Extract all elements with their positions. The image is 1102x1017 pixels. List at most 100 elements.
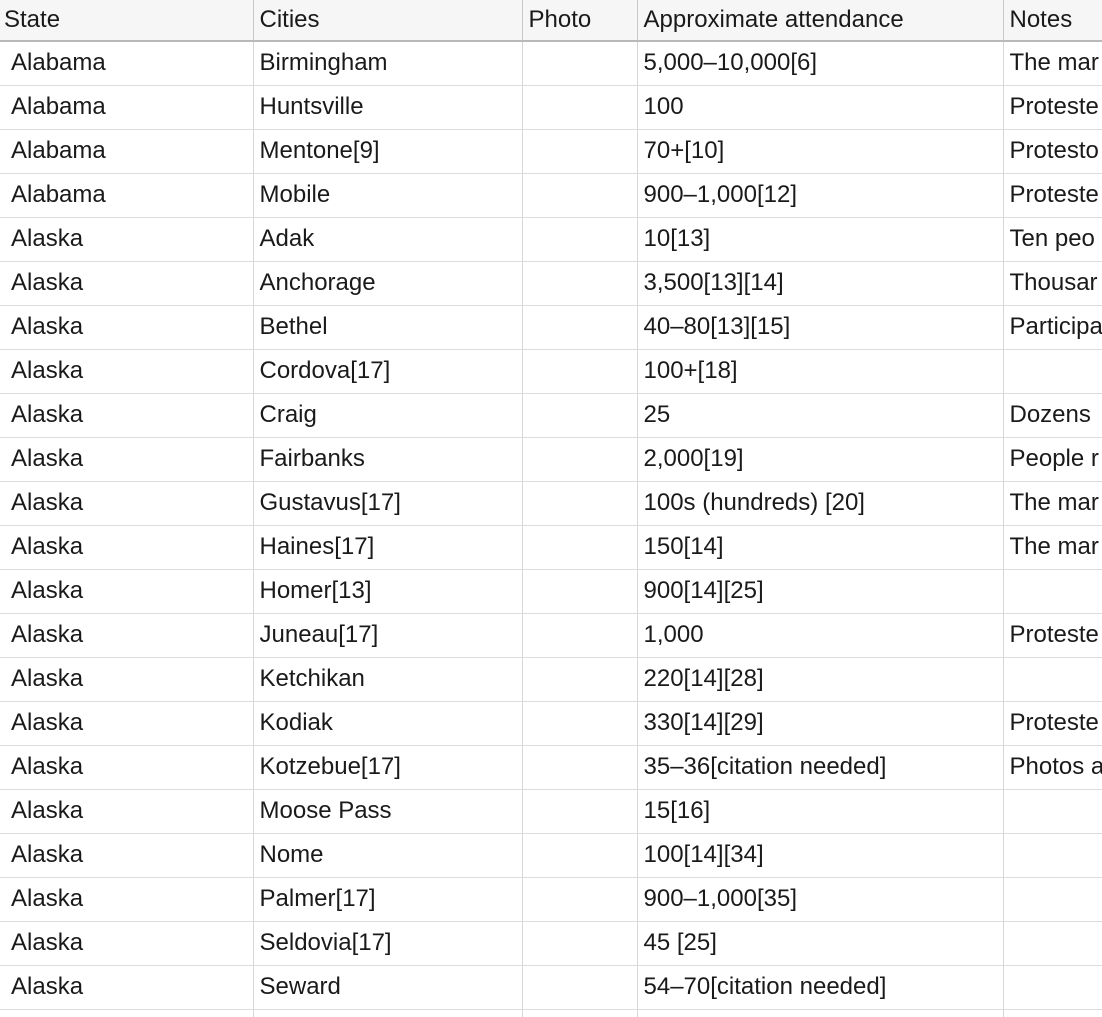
state-cell[interactable]: Alaska: [0, 789, 254, 834]
attendance-cell[interactable]: 900[14][25]: [637, 569, 1004, 614]
photo-cell[interactable]: [522, 305, 638, 350]
notes-cell[interactable]: Protesto: [1003, 129, 1102, 174]
state-cell[interactable]: Alaska: [0, 437, 254, 482]
notes-cell[interactable]: Ten peo: [1003, 217, 1102, 262]
attendance-cell[interactable]: 2,000[19]: [637, 437, 1004, 482]
state-cell[interactable]: Alaska: [0, 833, 254, 878]
state-cell[interactable]: Alaska: [0, 349, 254, 394]
city-cell[interactable]: Mentone[9]: [253, 129, 523, 174]
city-cell[interactable]: Craig: [253, 393, 523, 438]
notes-cell[interactable]: [1003, 833, 1102, 878]
attendance-cell[interactable]: [637, 1009, 1004, 1017]
notes-cell[interactable]: People r: [1003, 437, 1102, 482]
state-cell[interactable]: Alaska: [0, 965, 254, 1010]
photo-cell[interactable]: [522, 173, 638, 218]
state-cell[interactable]: [0, 1009, 254, 1017]
attendance-cell[interactable]: 25: [637, 393, 1004, 438]
state-cell[interactable]: Alaska: [0, 921, 254, 966]
state-cell[interactable]: Alaska: [0, 745, 254, 790]
state-cell[interactable]: Alabama: [0, 41, 254, 86]
photo-cell[interactable]: [522, 877, 638, 922]
photo-cell[interactable]: [522, 613, 638, 658]
notes-cell[interactable]: The mar: [1003, 525, 1102, 570]
notes-cell[interactable]: [1003, 349, 1102, 394]
attendance-cell[interactable]: 220[14][28]: [637, 657, 1004, 702]
state-cell[interactable]: Alaska: [0, 877, 254, 922]
notes-cell[interactable]: [1003, 877, 1102, 922]
city-cell[interactable]: Fairbanks: [253, 437, 523, 482]
city-cell[interactable]: Haines[17]: [253, 525, 523, 570]
attendance-cell[interactable]: 40–80[13][15]: [637, 305, 1004, 350]
city-cell[interactable]: Huntsville: [253, 85, 523, 130]
column-header-notes[interactable]: Notes: [1003, 0, 1102, 42]
photo-cell[interactable]: [522, 1009, 638, 1017]
photo-cell[interactable]: [522, 745, 638, 790]
city-cell[interactable]: Mobile: [253, 173, 523, 218]
column-header-state[interactable]: State: [0, 0, 254, 42]
attendance-cell[interactable]: 5,000–10,000[6]: [637, 41, 1004, 86]
state-cell[interactable]: Alaska: [0, 613, 254, 658]
attendance-cell[interactable]: 100: [637, 85, 1004, 130]
attendance-cell[interactable]: 3,500[13][14]: [637, 261, 1004, 306]
state-cell[interactable]: Alaska: [0, 217, 254, 262]
city-cell[interactable]: Seldovia[17]: [253, 921, 523, 966]
state-cell[interactable]: Alaska: [0, 481, 254, 526]
column-header-cities[interactable]: Cities: [253, 0, 523, 42]
state-cell[interactable]: Alabama: [0, 85, 254, 130]
state-cell[interactable]: Alaska: [0, 657, 254, 702]
city-cell[interactable]: Palmer[17]: [253, 877, 523, 922]
notes-cell[interactable]: Thousar: [1003, 261, 1102, 306]
photo-cell[interactable]: [522, 569, 638, 614]
photo-cell[interactable]: [522, 261, 638, 306]
attendance-cell[interactable]: 45 [25]: [637, 921, 1004, 966]
attendance-cell[interactable]: 100s (hundreds) [20]: [637, 481, 1004, 526]
attendance-cell[interactable]: 330[14][29]: [637, 701, 1004, 746]
notes-cell[interactable]: Photos a: [1003, 745, 1102, 790]
photo-cell[interactable]: [522, 921, 638, 966]
city-cell[interactable]: Anchorage: [253, 261, 523, 306]
notes-cell[interactable]: Dozens: [1003, 393, 1102, 438]
state-cell[interactable]: Alaska: [0, 569, 254, 614]
photo-cell[interactable]: [522, 85, 638, 130]
city-cell[interactable]: Moose Pass: [253, 789, 523, 834]
city-cell[interactable]: [253, 1009, 523, 1017]
notes-cell[interactable]: [1003, 1009, 1102, 1017]
attendance-cell[interactable]: 900–1,000[35]: [637, 877, 1004, 922]
notes-cell[interactable]: [1003, 789, 1102, 834]
column-header-attendance[interactable]: Approximate attendance: [637, 0, 1004, 42]
photo-cell[interactable]: [522, 481, 638, 526]
state-cell[interactable]: Alabama: [0, 173, 254, 218]
city-cell[interactable]: Kodiak: [253, 701, 523, 746]
attendance-cell[interactable]: 15[16]: [637, 789, 1004, 834]
notes-cell[interactable]: [1003, 921, 1102, 966]
photo-cell[interactable]: [522, 965, 638, 1010]
city-cell[interactable]: Gustavus[17]: [253, 481, 523, 526]
notes-cell[interactable]: The mar: [1003, 481, 1102, 526]
notes-cell[interactable]: Proteste: [1003, 613, 1102, 658]
state-cell[interactable]: Alaska: [0, 305, 254, 350]
city-cell[interactable]: Seward: [253, 965, 523, 1010]
attendance-cell[interactable]: 150[14]: [637, 525, 1004, 570]
notes-cell[interactable]: Proteste: [1003, 85, 1102, 130]
state-cell[interactable]: Alabama: [0, 129, 254, 174]
photo-cell[interactable]: [522, 701, 638, 746]
photo-cell[interactable]: [522, 393, 638, 438]
notes-cell[interactable]: [1003, 657, 1102, 702]
state-cell[interactable]: Alaska: [0, 525, 254, 570]
state-cell[interactable]: Alaska: [0, 261, 254, 306]
notes-cell[interactable]: The mar: [1003, 41, 1102, 86]
city-cell[interactable]: Cordova[17]: [253, 349, 523, 394]
city-cell[interactable]: Juneau[17]: [253, 613, 523, 658]
photo-cell[interactable]: [522, 525, 638, 570]
photo-cell[interactable]: [522, 129, 638, 174]
city-cell[interactable]: Nome: [253, 833, 523, 878]
city-cell[interactable]: Birmingham: [253, 41, 523, 86]
attendance-cell[interactable]: 54–70[citation needed]: [637, 965, 1004, 1010]
photo-cell[interactable]: [522, 833, 638, 878]
notes-cell[interactable]: Proteste: [1003, 701, 1102, 746]
photo-cell[interactable]: [522, 657, 638, 702]
attendance-cell[interactable]: 100+[18]: [637, 349, 1004, 394]
column-header-photo[interactable]: Photo: [522, 0, 638, 42]
photo-cell[interactable]: [522, 437, 638, 482]
photo-cell[interactable]: [522, 349, 638, 394]
